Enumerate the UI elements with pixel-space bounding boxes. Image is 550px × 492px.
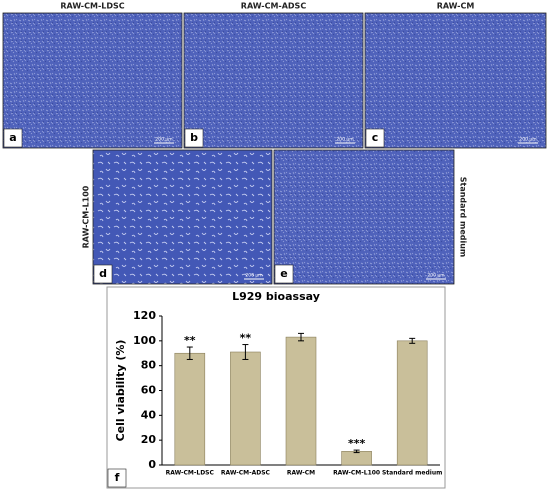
bar <box>230 351 261 466</box>
significance: ** <box>184 334 196 347</box>
scale-label: 200 μm <box>336 137 353 143</box>
micrograph <box>2 12 183 149</box>
micrograph <box>273 149 455 285</box>
x-tick-label: Standard medium <box>382 470 442 477</box>
scale-label: 200 μm <box>155 137 172 143</box>
y-tick-label: 40 <box>141 408 157 421</box>
x-tick-label: RAW-CM-L100 <box>333 470 380 477</box>
y-tick-label: 100 <box>133 334 156 347</box>
scale-label: 200 μm <box>427 273 444 279</box>
micrograph <box>183 12 364 149</box>
letter-box <box>184 128 204 148</box>
panel-title: RAW-CM-L100 <box>82 185 91 248</box>
letter-box <box>107 468 127 488</box>
panel-letter: c <box>372 131 379 144</box>
x-tick-label: RAW-CM <box>287 470 315 477</box>
significance: *** <box>348 437 366 450</box>
letter-box <box>365 128 385 148</box>
micrograph <box>364 12 547 149</box>
letter-box <box>93 264 113 284</box>
panel-title: RAW-CM-ADSC <box>241 2 307 11</box>
panel-letter: a <box>9 131 16 144</box>
x-tick-label: RAW-CM-ADSC <box>221 470 271 477</box>
scale-label: 200 μm <box>519 137 536 143</box>
bar <box>285 336 317 466</box>
y-tick-label: 20 <box>141 433 157 446</box>
significance: ** <box>240 332 252 345</box>
bar <box>341 451 372 466</box>
y-tick-label: 80 <box>141 359 157 372</box>
panel-letter: b <box>190 131 198 144</box>
panel-letter: d <box>99 267 107 280</box>
scale-label: 200 μm <box>245 273 262 279</box>
panel-title: Standard medium <box>459 177 468 258</box>
y-tick-label: 120 <box>133 309 156 322</box>
letter-box <box>274 264 294 284</box>
x-tick-label: RAW-CM-LDSC <box>166 470 215 477</box>
chart-title: L929 bioassay <box>232 290 320 303</box>
panel-letter: e <box>280 267 287 280</box>
chart-frame <box>106 286 446 489</box>
bar <box>396 340 428 466</box>
y-tick-label: 0 <box>148 458 156 471</box>
panel-title: RAW-CM-LDSC <box>60 2 124 11</box>
panel-letter: f <box>115 471 120 484</box>
panel-title: RAW-CM <box>437 2 475 11</box>
y-axis-label: Cell viability (%) <box>114 340 127 442</box>
y-tick-label: 60 <box>141 384 157 397</box>
micrograph <box>92 149 273 285</box>
bar <box>174 352 206 466</box>
letter-box <box>3 128 23 148</box>
